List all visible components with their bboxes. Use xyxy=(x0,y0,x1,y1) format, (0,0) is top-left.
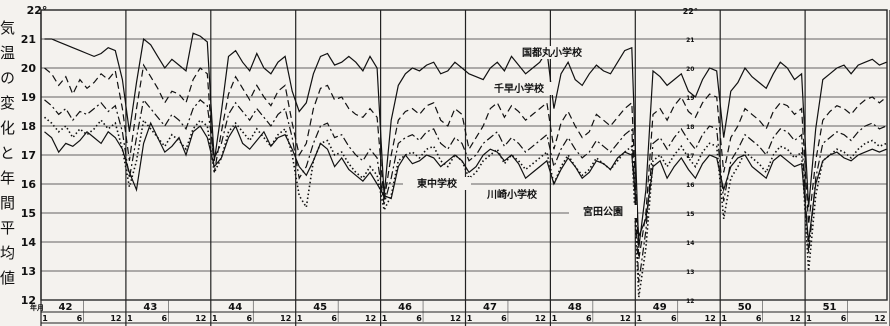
y-tick-label-left: 17 xyxy=(21,149,36,162)
month-tick-label: 12 xyxy=(110,314,121,323)
y-tick-label-right: 16 xyxy=(686,182,694,189)
month-tick-label: 1 xyxy=(127,314,133,323)
series-label-4: 川崎小学校 xyxy=(486,188,538,201)
month-tick-label: 6 xyxy=(501,314,507,323)
series-label-5: 宮田公園 xyxy=(583,205,623,218)
y-tick-label-left: 14 xyxy=(21,236,37,249)
month-tick-label: 6 xyxy=(586,314,592,323)
year-label: 50 xyxy=(738,302,752,313)
month-tick-label: 12 xyxy=(874,314,885,323)
month-tick-label: 12 xyxy=(280,314,291,323)
month-tick-label: 1 xyxy=(552,314,558,323)
month-tick-label: 6 xyxy=(246,314,252,323)
series-label-2: 千早小学校 xyxy=(494,82,545,95)
y-tick-label-left: 21 xyxy=(21,33,36,46)
series-label-bg xyxy=(569,205,637,218)
y-tick-label-left: 18 xyxy=(21,120,36,133)
year-label: 51 xyxy=(823,302,837,313)
y-tick-label-right: 14 xyxy=(686,240,694,247)
month-tick-label: 1 xyxy=(467,314,473,323)
year-label: 42 xyxy=(58,302,72,313)
month-tick-label: 1 xyxy=(382,314,388,323)
y-unit-label-left: 22° xyxy=(27,4,48,17)
y-tick-label-left: 13 xyxy=(21,265,36,278)
y-tick-label-left: 19 xyxy=(21,91,36,104)
month-tick-label: 1 xyxy=(297,314,303,323)
y-tick-label-left: 16 xyxy=(21,178,37,191)
month-tick-label: 6 xyxy=(671,314,677,323)
y-tick-label-right: 15 xyxy=(686,211,694,218)
y-tick-label-left: 15 xyxy=(21,207,36,220)
series-label-bg xyxy=(518,46,586,59)
series-label-bg xyxy=(485,82,553,95)
year-label: 46 xyxy=(398,302,412,313)
y-tick-label-right: 12 xyxy=(686,298,694,305)
y-tick-label-right: 13 xyxy=(686,269,694,276)
y-unit-label-right: 22° xyxy=(683,7,698,16)
series-line-2 xyxy=(44,63,887,260)
side-caption: 気温の変化と年間平均値 xyxy=(0,20,16,295)
month-tick-label: 1 xyxy=(42,314,48,323)
year-label: 44 xyxy=(228,302,242,313)
month-tick-label: 6 xyxy=(77,314,83,323)
year-label: 48 xyxy=(568,302,582,313)
series-label-3: 東中学校 xyxy=(417,177,458,190)
month-tick-label: 6 xyxy=(416,314,422,323)
year-axis-label: 年月 xyxy=(30,303,44,312)
y-tick-label-right: 20 xyxy=(686,66,694,73)
month-tick-label: 12 xyxy=(620,314,631,323)
month-tick-label: 1 xyxy=(806,314,812,323)
month-tick-label: 12 xyxy=(195,314,206,323)
month-tick-label: 12 xyxy=(705,314,716,323)
month-tick-label: 1 xyxy=(212,314,218,323)
y-tick-label-right: 19 xyxy=(686,95,694,102)
y-tick-label-right: 18 xyxy=(686,124,694,131)
series-label-bg xyxy=(403,177,471,190)
month-tick-label: 12 xyxy=(450,314,461,323)
month-tick-label: 12 xyxy=(365,314,376,323)
series-label-1: 国都丸小学校 xyxy=(522,46,583,59)
year-label: 47 xyxy=(483,302,497,313)
month-tick-label: 6 xyxy=(331,314,337,323)
month-tick-label: 12 xyxy=(790,314,801,323)
y-tick-label-left: 20 xyxy=(21,62,37,75)
year-label: 49 xyxy=(653,302,667,313)
month-tick-label: 6 xyxy=(162,314,168,323)
year-label: 43 xyxy=(143,302,157,313)
month-tick-label: 1 xyxy=(721,314,727,323)
series-line-5 xyxy=(43,116,887,298)
y-tick-label-left: 12 xyxy=(21,294,36,307)
month-tick-label: 6 xyxy=(756,314,762,323)
month-tick-label: 1 xyxy=(637,314,643,323)
series-line-3 xyxy=(44,121,887,243)
year-label: 45 xyxy=(313,302,327,313)
series-line-1 xyxy=(44,32,887,248)
y-tick-label-right: 17 xyxy=(686,153,694,160)
month-tick-label: 6 xyxy=(841,314,847,323)
series-label-bg xyxy=(478,188,546,201)
y-tick-label-right: 21 xyxy=(686,37,694,44)
month-tick-label: 12 xyxy=(535,314,546,323)
